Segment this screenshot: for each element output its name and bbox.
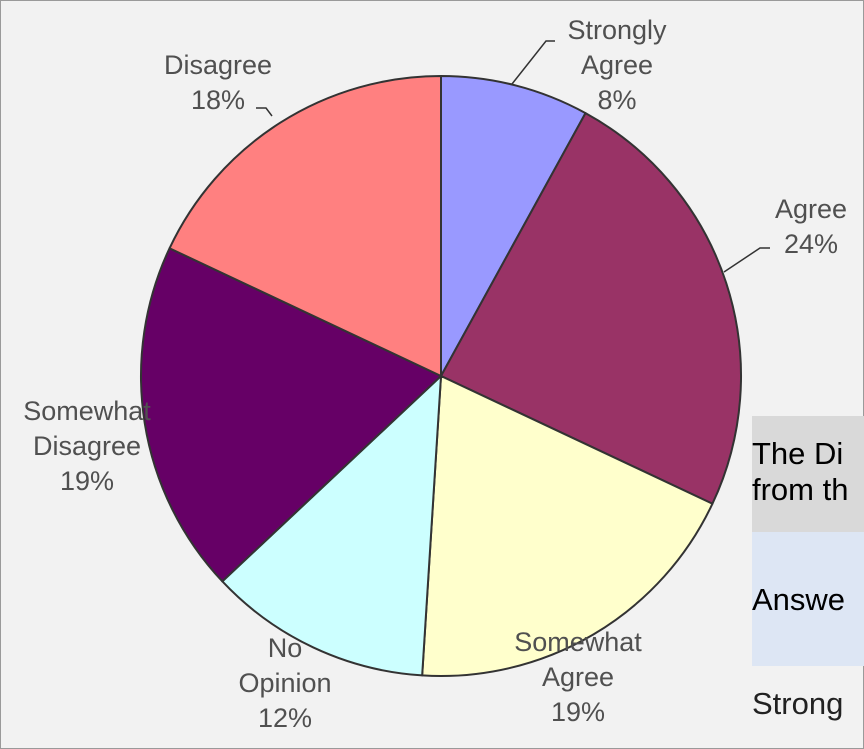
slice-percent-label: 19% bbox=[551, 697, 605, 727]
slice-percent-label: 8% bbox=[597, 85, 636, 115]
slice-percent-label: 19% bbox=[60, 466, 114, 496]
slice-category-label: Agree bbox=[581, 50, 653, 80]
slice-category-label: Somewhat bbox=[23, 396, 151, 426]
slice-category-label: No bbox=[268, 633, 303, 663]
slice-category-label: Disagree bbox=[33, 431, 141, 461]
slice-category-label: Agree bbox=[775, 194, 847, 224]
question-line-1: The Di bbox=[752, 436, 864, 472]
answer-header: Answe bbox=[752, 582, 845, 618]
slice-percent-label: 12% bbox=[258, 703, 312, 733]
slice-category-label: Somewhat bbox=[514, 627, 642, 657]
slice-category-label: Strongly bbox=[567, 15, 667, 45]
slice-category-label: Disagree bbox=[164, 50, 272, 80]
slice-category-label: Opinion bbox=[238, 668, 331, 698]
first-answer-text: Strong bbox=[752, 686, 864, 722]
pie-slices bbox=[141, 76, 741, 676]
slice-category-label: Agree bbox=[542, 662, 614, 692]
answer-header-row: Answe bbox=[752, 532, 864, 666]
slice-percent-label: 24% bbox=[784, 229, 838, 259]
question-panel: The Di from th bbox=[752, 416, 864, 532]
slice-percent-label: 18% bbox=[191, 85, 245, 115]
question-line-2: from th bbox=[752, 472, 864, 508]
